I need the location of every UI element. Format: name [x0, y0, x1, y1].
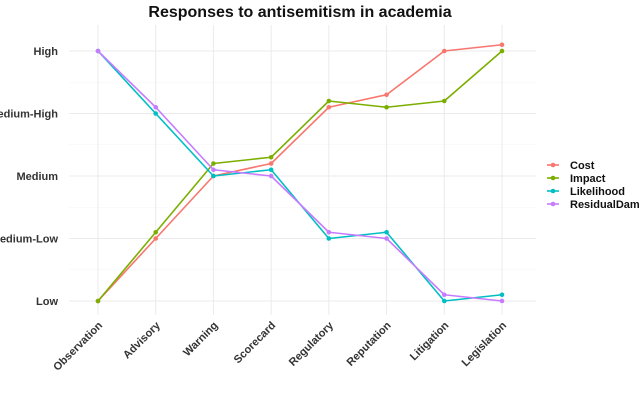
legend-item: Cost	[547, 160, 595, 172]
series-line	[97, 43, 503, 302]
x-tick-label: Observation	[51, 319, 105, 373]
legend-key-point	[550, 162, 556, 168]
legend-item: Likelihood	[547, 186, 625, 198]
legend-label: Impact	[570, 173, 606, 185]
y-tick-label: High	[34, 46, 59, 58]
x-tick-label: Litigation	[408, 319, 452, 363]
legend-label: ResidualDamage	[570, 199, 640, 211]
data-point	[441, 98, 447, 104]
data-point	[499, 292, 505, 298]
data-point	[211, 167, 216, 173]
data-point	[499, 48, 505, 54]
data-point	[499, 42, 505, 48]
data-point	[384, 104, 389, 110]
legend-key-point	[550, 201, 556, 207]
data-point	[499, 298, 505, 304]
y-tick-label: Medium	[16, 171, 58, 183]
x-tick-label: Reputation	[345, 319, 394, 368]
data-point	[153, 104, 159, 110]
data-point	[268, 154, 274, 160]
data-point	[95, 48, 101, 54]
series-cost	[95, 42, 505, 304]
data-point	[95, 298, 101, 304]
y-tick-label: Medium-High	[0, 109, 58, 121]
y-tick-label: Medium-Low	[0, 234, 58, 246]
x-tick-label: Warning	[181, 320, 220, 359]
legend-label: Cost	[570, 160, 595, 172]
y-tick-label: Low	[36, 296, 58, 308]
data-point	[153, 236, 159, 241]
series-line	[97, 50, 503, 302]
data-point	[211, 161, 216, 166]
legend-item: ResidualDamage	[547, 199, 640, 211]
legend: CostImpactLikelihoodResidualDamage	[547, 160, 640, 211]
data-point	[268, 173, 274, 179]
data-point	[441, 292, 447, 298]
chart-title: Responses to antisemitism in academia	[148, 4, 451, 21]
data-point	[326, 104, 332, 110]
x-tick-label: Legislation	[460, 319, 510, 369]
data-point	[384, 92, 389, 98]
data-point	[441, 48, 447, 54]
data-point	[326, 98, 332, 104]
x-tick-label: Scorecard	[232, 320, 279, 367]
grid-lines	[69, 25, 536, 315]
data-point	[268, 167, 274, 173]
series-line	[97, 50, 503, 302]
data-point	[441, 298, 447, 304]
data-point	[384, 236, 389, 241]
data-point	[326, 236, 332, 241]
legend-key-point	[550, 175, 556, 181]
legend-item: Impact	[547, 173, 606, 185]
legend-key-point	[550, 188, 556, 194]
data-point	[268, 161, 274, 166]
data-point	[211, 173, 216, 179]
data-point	[153, 229, 159, 235]
x-tick-label: Advisory	[121, 319, 163, 361]
data-point	[326, 229, 332, 235]
legend-label: Likelihood	[570, 186, 625, 198]
data-point	[384, 229, 389, 235]
series-residualdamage	[95, 48, 505, 304]
data-point	[153, 111, 159, 116]
x-tick-label: Regulatory	[287, 319, 337, 369]
series-impact	[95, 48, 505, 304]
